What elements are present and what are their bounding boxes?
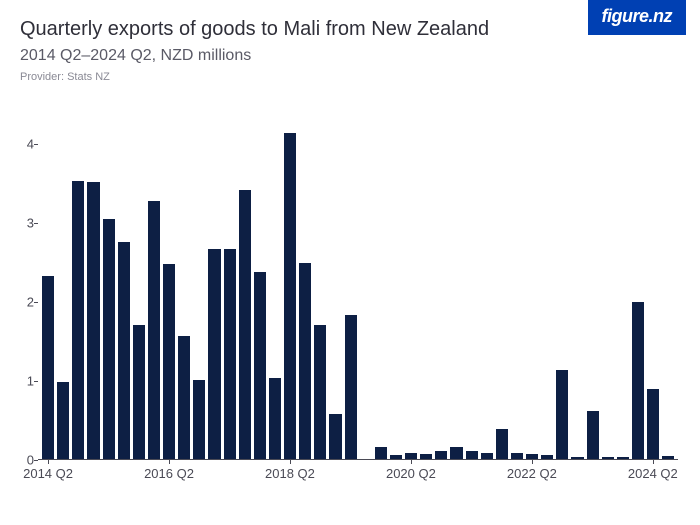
bar — [57, 382, 69, 459]
bar — [163, 264, 175, 459]
bar — [496, 429, 508, 459]
bar — [118, 242, 130, 459]
y-tick-mark — [34, 223, 38, 224]
bar — [254, 272, 266, 459]
chart-provider: Provider: Stats NZ — [20, 71, 680, 83]
bar — [42, 276, 54, 459]
x-tick-mark — [411, 459, 412, 464]
bar — [420, 454, 432, 459]
x-tick-mark — [169, 459, 170, 464]
bar — [662, 456, 674, 459]
bar-series — [38, 119, 678, 459]
bar — [314, 325, 326, 459]
bar — [647, 389, 659, 459]
bar — [72, 181, 84, 459]
bar — [375, 447, 387, 459]
y-tick-label: 2 — [14, 294, 34, 309]
x-tick-mark — [290, 459, 291, 464]
bar — [284, 133, 296, 459]
bar — [103, 219, 115, 459]
bar — [511, 453, 523, 459]
bar — [435, 451, 447, 459]
chart-area: 012342014 Q22016 Q22018 Q22020 Q22022 Q2… — [38, 120, 678, 480]
bar — [345, 315, 357, 459]
bar — [148, 201, 160, 459]
bar — [329, 414, 341, 459]
y-tick-mark — [34, 302, 38, 303]
plot-region: 012342014 Q22016 Q22018 Q22020 Q22022 Q2… — [38, 120, 678, 460]
bar — [541, 455, 553, 459]
x-tick-label: 2016 Q2 — [144, 466, 194, 481]
bar — [587, 411, 599, 459]
bar — [481, 453, 493, 459]
bar — [450, 447, 462, 459]
x-tick-label: 2024 Q2 — [628, 466, 678, 481]
bar — [208, 249, 220, 459]
bar — [571, 457, 583, 459]
y-tick-label: 1 — [14, 373, 34, 388]
bar — [133, 325, 145, 459]
x-tick-label: 2014 Q2 — [23, 466, 73, 481]
y-tick-mark — [34, 460, 38, 461]
y-tick-mark — [34, 144, 38, 145]
x-tick-label: 2020 Q2 — [386, 466, 436, 481]
bar — [178, 336, 190, 459]
bar — [224, 249, 236, 459]
x-tick-mark — [653, 459, 654, 464]
bar — [632, 302, 644, 459]
bar — [193, 380, 205, 459]
x-tick-mark — [532, 459, 533, 464]
bar — [87, 182, 99, 459]
y-tick-label: 4 — [14, 136, 34, 151]
bar — [602, 457, 614, 459]
y-tick-mark — [34, 381, 38, 382]
x-tick-mark — [48, 459, 49, 464]
bar — [239, 190, 251, 459]
chart-title: Quarterly exports of goods to Mali from … — [20, 18, 680, 41]
bar — [556, 370, 568, 459]
bar — [390, 455, 402, 459]
chart-subtitle: 2014 Q2–2024 Q2, NZD millions — [20, 47, 680, 65]
bar — [466, 451, 478, 459]
bar — [299, 263, 311, 459]
bar — [617, 457, 629, 459]
x-tick-label: 2022 Q2 — [507, 466, 557, 481]
x-tick-label: 2018 Q2 — [265, 466, 315, 481]
bar — [269, 378, 281, 459]
logo-badge: figure.nz — [588, 0, 687, 35]
y-tick-label: 3 — [14, 215, 34, 230]
